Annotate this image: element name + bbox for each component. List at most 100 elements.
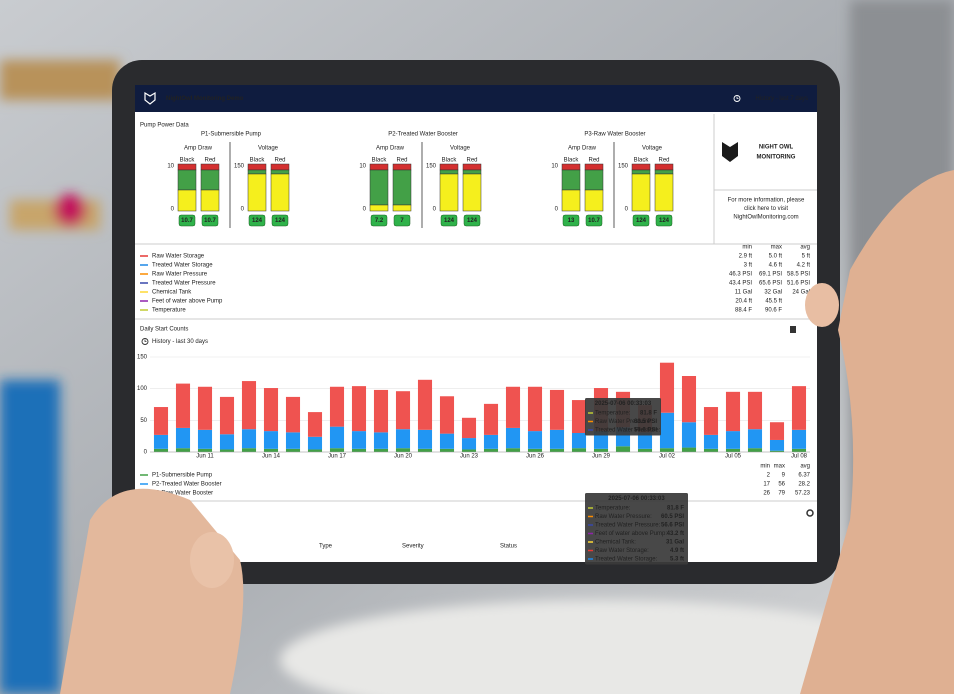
bar-segment — [439, 448, 455, 452]
header-title: NightOwl Monitoring Demo — [166, 96, 244, 102]
gauge-yellow — [654, 173, 674, 212]
tooltip-time: 2025-07-06 00:33:03 — [595, 401, 652, 407]
row-value: 65.6 PSI — [759, 281, 782, 287]
gauge-bar-label: Red — [588, 158, 599, 164]
tooltip-time: 2025-07-06 00:33:03 — [608, 496, 665, 502]
gauge-axis-label: 0 — [555, 207, 559, 213]
tooltip-value: 60.5 PSI — [661, 514, 684, 520]
bar-segment — [373, 448, 389, 452]
gauge-bar-label: Black — [442, 158, 458, 164]
bar-segment — [681, 447, 697, 452]
bar-segment — [241, 381, 257, 430]
row-value: 2.9 ft — [739, 254, 753, 260]
gauge-title: Voltage — [642, 146, 663, 152]
row-value: 5.0 ft — [769, 254, 783, 260]
legend-stat-header: max — [774, 464, 785, 470]
bar-segment — [483, 448, 499, 452]
legend-stat: 2 — [767, 473, 771, 479]
gauge-value-box — [178, 214, 196, 227]
bar-segment — [351, 431, 367, 449]
gauge-yellow — [200, 189, 220, 212]
bar-segment — [219, 449, 235, 452]
y-tick-label: 100 — [137, 386, 148, 392]
legend-stat: 6.37 — [798, 473, 810, 479]
gauge-value-box — [370, 214, 388, 227]
bar-segment — [351, 386, 367, 432]
legend-stat-header: min — [760, 464, 770, 470]
gauge-title: Voltage — [450, 146, 471, 152]
bar-segment — [219, 396, 235, 435]
row-value: 46.3 PSI — [729, 272, 752, 278]
bar-segment — [571, 433, 587, 449]
gauge-red — [462, 163, 482, 171]
tooltip-value: 43.2 ft — [667, 531, 684, 537]
bar-segment — [505, 386, 521, 428]
gauge-green — [200, 169, 220, 191]
bar-segment — [791, 448, 807, 452]
row-value: 4.6 ft — [769, 263, 783, 269]
gauge-yellow — [177, 189, 197, 212]
bar-segment — [659, 448, 675, 452]
pump-name: P2-Treated Water Booster — [388, 132, 458, 138]
bar-segment — [725, 391, 741, 432]
legend-stat: 79 — [778, 491, 785, 497]
gauge-green — [392, 169, 412, 206]
table-header: avg — [800, 245, 810, 251]
bar-segment — [791, 429, 807, 449]
chart-title: Daily Start Counts — [140, 327, 188, 333]
gauge-yellow — [631, 173, 651, 212]
tooltip-label: Chemical Tank: — [595, 540, 636, 546]
row-value: 24 Gal — [792, 290, 810, 296]
gauge-title: Amp Draw — [376, 146, 405, 152]
bar-segment — [747, 448, 763, 452]
bar-segment — [197, 429, 213, 449]
gauge-yellow — [392, 204, 412, 212]
row-value: 32 Gal — [764, 290, 782, 296]
row-value: 45.5 ft — [765, 299, 782, 305]
bar-segment — [703, 448, 719, 452]
gauge-green — [270, 169, 290, 175]
gauge-axis-label: 150 — [426, 164, 437, 170]
gauge-value: 124 — [659, 218, 670, 224]
clock-icon — [733, 95, 741, 102]
gauge-axis-label: 150 — [618, 164, 629, 170]
row-name: Feet of water above Pump — [152, 299, 223, 305]
gauge-yellow — [270, 173, 290, 212]
gauge-red — [654, 163, 674, 171]
bar-segment — [659, 362, 675, 413]
bar-segment — [615, 446, 631, 452]
gauge-red — [631, 163, 651, 171]
bar-segment — [703, 434, 719, 449]
bar-segment — [175, 383, 191, 428]
gauge-axis-label: 0 — [363, 207, 367, 213]
gauge-red — [392, 163, 412, 171]
legend-stat: 57.23 — [795, 491, 811, 497]
bar-segment — [373, 389, 389, 433]
gauge-value-box — [248, 214, 266, 227]
gauge-green — [654, 169, 674, 175]
info-link: NightOwlMonitoring.com — [733, 215, 798, 221]
legend-label: P3-Raw Water Booster — [152, 491, 213, 497]
gauge-red — [247, 163, 267, 171]
tooltip-box — [585, 493, 688, 565]
bar-segment — [241, 448, 257, 452]
bar-segment — [483, 403, 499, 435]
owl-icon — [144, 91, 156, 105]
bar-segment — [175, 448, 191, 452]
tooltip-value: 56.6 PSI — [634, 428, 657, 434]
tooltip-label: Treated Water Pressure: — [595, 428, 661, 434]
gauge-axis-label: 0 — [625, 207, 629, 213]
gauge-green — [584, 169, 604, 191]
row-name: Chemical Tank — [152, 290, 192, 296]
tooltip-box — [585, 398, 661, 436]
bar-segment — [219, 434, 235, 450]
pump-name: P1-Submersible Pump — [201, 132, 262, 138]
bar-segment — [659, 412, 675, 449]
clock-icon — [141, 338, 149, 345]
gauge-red — [369, 163, 389, 171]
gauge-bar-label: Black — [634, 158, 650, 164]
bar-segment — [461, 417, 477, 439]
tooltip-label: Raw Water Pressure: — [595, 514, 652, 520]
bar-segment — [681, 376, 697, 423]
